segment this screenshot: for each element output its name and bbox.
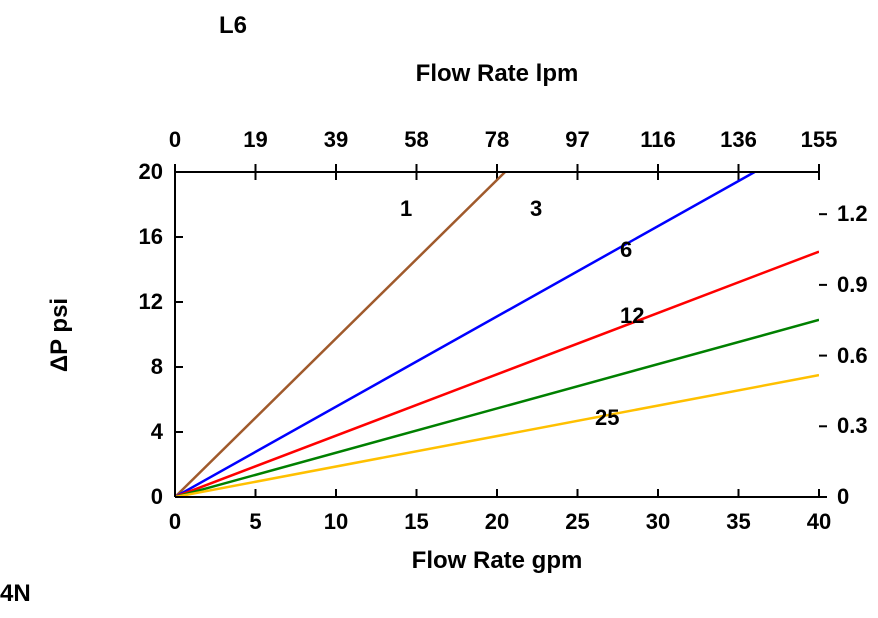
series-label-3: 3 [530, 196, 542, 222]
top-tick-116: 116 [640, 127, 676, 153]
left-tick-20: 20 [139, 159, 163, 185]
series-line-1 [175, 172, 505, 497]
right-tick-0: 0 [837, 484, 849, 510]
series-label-6: 6 [620, 237, 632, 263]
top-tick-78: 78 [485, 127, 509, 153]
left-tick-12: 12 [139, 289, 163, 315]
top-tick-0: 0 [169, 127, 181, 153]
series-line-6 [175, 252, 819, 497]
series-line-3 [175, 172, 755, 497]
right-tick-0.9: 0.9 [837, 272, 868, 298]
series-line-25 [175, 375, 819, 497]
left-tick-8: 8 [151, 354, 163, 380]
left-tick-16: 16 [139, 224, 163, 250]
series-label-12: 12 [620, 303, 644, 329]
series-label-25: 25 [595, 405, 619, 431]
right-tick-0.6: 0.6 [837, 343, 868, 369]
top-tick-155: 155 [801, 127, 838, 153]
bottom-tick-0: 0 [169, 509, 181, 535]
bottom-tick-40: 40 [807, 509, 831, 535]
top-tick-97: 97 [565, 127, 589, 153]
series-line-12 [175, 320, 819, 497]
top-tick-136: 136 [720, 127, 757, 153]
bottom-tick-35: 35 [726, 509, 750, 535]
top-tick-19: 19 [243, 127, 267, 153]
bottom-tick-15: 15 [404, 509, 428, 535]
bottom-tick-5: 5 [249, 509, 261, 535]
bottom-tick-10: 10 [324, 509, 348, 535]
chart-container: { "title": "L6", "title_fontsize": 24, "… [0, 0, 878, 618]
right-tick-0.3: 0.3 [837, 413, 868, 439]
top-tick-39: 39 [324, 127, 348, 153]
right-tick-1.2: 1.2 [837, 201, 868, 227]
top-tick-58: 58 [404, 127, 428, 153]
left-tick-0: 0 [151, 484, 163, 510]
series-label-1: 1 [400, 196, 412, 222]
bottom-tick-30: 30 [646, 509, 670, 535]
bottom-tick-25: 25 [565, 509, 589, 535]
bottom-tick-20: 20 [485, 509, 509, 535]
left-tick-4: 4 [151, 419, 163, 445]
